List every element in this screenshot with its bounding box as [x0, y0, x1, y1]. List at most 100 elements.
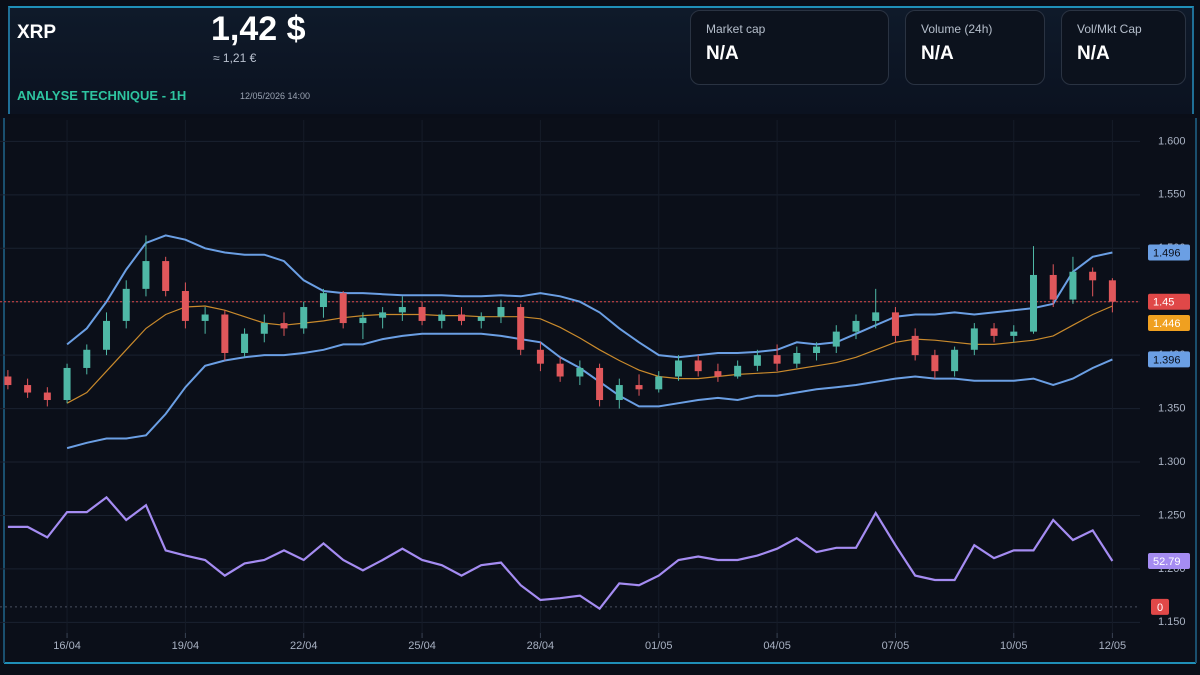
candle-body — [1108, 280, 1116, 302]
candle-body — [694, 360, 702, 372]
candle-body — [832, 331, 840, 347]
candle-body — [458, 314, 466, 321]
candle-body — [241, 333, 249, 353]
candle-body — [83, 349, 91, 368]
candle-body — [497, 307, 505, 317]
candle-body — [438, 314, 446, 321]
candle-body — [339, 293, 347, 324]
indicator-line — [7, 495, 1114, 611]
candle-body — [556, 363, 564, 377]
candle-body — [970, 328, 978, 350]
value-badge — [1148, 314, 1190, 331]
x-tick-label: 01/05 — [645, 640, 673, 652]
subtitle: ANALYSE TECHNIQUE - 1H — [17, 88, 187, 103]
candle-body — [635, 385, 643, 390]
card-value: N/A — [921, 43, 954, 64]
value-badge — [1148, 244, 1190, 261]
value-badge-label: 1.446 — [1153, 318, 1181, 330]
candle-body — [280, 323, 288, 329]
candle-body — [852, 320, 860, 332]
card-value: N/A — [706, 43, 739, 64]
card-label: Volume (24h) — [921, 22, 993, 36]
stat-card: Market cap N/A — [690, 10, 889, 85]
candle-body — [576, 367, 584, 377]
bollinger-band — [66, 332, 1113, 450]
candle-body — [359, 317, 367, 324]
x-tick-label: 28/04 — [527, 640, 555, 652]
candle-body — [891, 312, 899, 336]
x-tick-label: 07/05 — [882, 640, 910, 652]
candle-body — [753, 355, 761, 366]
value-badge — [1148, 293, 1190, 310]
candle-body — [260, 323, 268, 334]
card-label: Market cap — [706, 22, 766, 36]
card-label: Vol/Mkt Cap — [1077, 22, 1142, 36]
candle-body — [813, 346, 821, 353]
candle-body — [655, 376, 663, 390]
symbol: XRP — [17, 22, 57, 43]
candle-body — [714, 371, 722, 377]
candle-body — [398, 307, 406, 313]
candle-body — [477, 316, 485, 321]
x-tick-label: 25/04 — [408, 640, 436, 652]
candle-body — [931, 355, 939, 372]
candle-body — [103, 320, 111, 350]
candle-body — [990, 328, 998, 336]
candle-body — [1049, 274, 1057, 300]
x-tick-label: 10/05 — [1000, 640, 1028, 652]
candle-body — [734, 365, 742, 377]
candle-body — [674, 360, 682, 377]
candle-body — [43, 392, 51, 401]
timestamp: 12/05/2026 14:00 — [240, 91, 311, 101]
moving-average — [66, 305, 1113, 404]
candle-body — [1029, 274, 1037, 332]
candle-body — [181, 291, 189, 321]
candle-body — [122, 288, 130, 321]
price-eur: ≈ 1,21 € — [213, 51, 257, 65]
candle-body — [615, 385, 623, 401]
value-badge-label: 1.45 — [1153, 297, 1174, 309]
candle-body — [319, 293, 327, 308]
value-badge — [1148, 553, 1190, 570]
candle-body — [24, 385, 32, 393]
x-tick-label: 22/04 — [290, 640, 318, 652]
candle-body — [63, 367, 71, 401]
candle-body — [4, 376, 12, 386]
value-badge-label: 0 — [1157, 602, 1163, 614]
y-tick-label: 1.250 — [1158, 509, 1186, 521]
price: 1,42 $ — [211, 10, 306, 48]
candle-body — [536, 349, 544, 364]
bollinger-band — [66, 234, 1113, 359]
y-tick-label: 1.550 — [1158, 189, 1186, 201]
x-tick-label: 04/05 — [763, 640, 791, 652]
value-badge — [1151, 598, 1169, 615]
value-badge-label: 52.79 — [1153, 556, 1181, 568]
candle-body — [1069, 271, 1077, 300]
value-badge — [1148, 351, 1190, 368]
candle-body — [517, 307, 525, 350]
x-tick-label: 12/05 — [1099, 640, 1127, 652]
candle-body — [1089, 271, 1097, 281]
candle-body — [951, 349, 959, 372]
candle-body — [221, 314, 229, 353]
value-badge-label: 1.496 — [1153, 247, 1181, 259]
candle-body — [162, 261, 170, 291]
candle-body — [142, 261, 150, 289]
candle-body — [793, 352, 801, 364]
stat-card: Volume (24h) N/A — [905, 10, 1045, 85]
candle-body — [1010, 331, 1018, 336]
x-tick-label: 16/04 — [53, 640, 81, 652]
candle-body — [418, 307, 426, 321]
candle-body — [300, 307, 308, 329]
y-tick-label: 1.350 — [1158, 402, 1186, 414]
candle-body — [872, 312, 880, 321]
candle-body — [911, 335, 919, 356]
value-badge-label: 1.396 — [1153, 354, 1181, 366]
stat-card: Vol/Mkt Cap N/A — [1061, 10, 1186, 85]
candle-body — [596, 367, 604, 401]
candle-body — [201, 314, 209, 321]
y-tick-label: 1.300 — [1158, 456, 1186, 468]
y-tick-label: 1.150 — [1158, 616, 1186, 628]
